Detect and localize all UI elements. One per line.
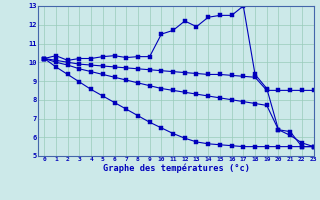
X-axis label: Graphe des températures (°c): Graphe des températures (°c) <box>102 164 250 173</box>
